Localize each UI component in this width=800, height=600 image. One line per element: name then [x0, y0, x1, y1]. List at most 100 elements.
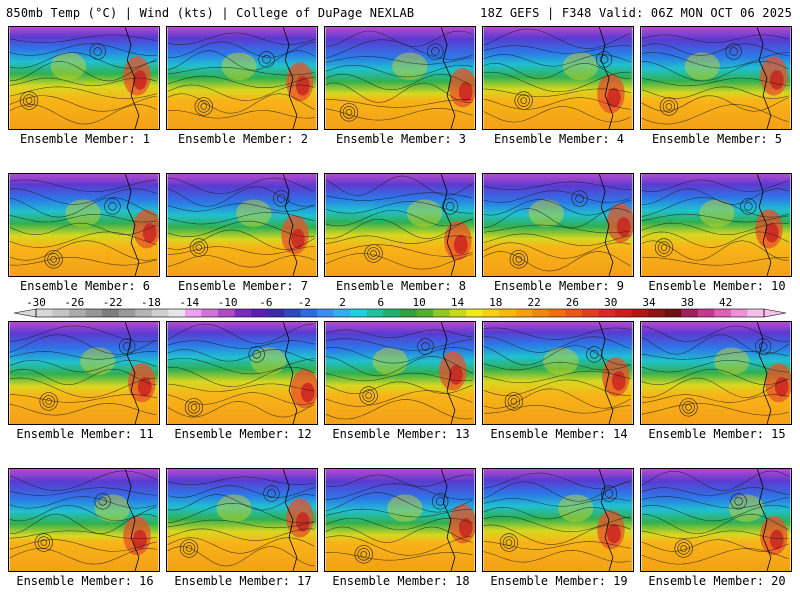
- ensemble-member-label: Ensemble Member: 14: [490, 427, 628, 441]
- colorbar-tick-label: 34: [642, 296, 656, 309]
- temperature-map: [166, 468, 318, 572]
- colorbar-tick-label: 38: [680, 296, 694, 309]
- colorbar-tick-label: -22: [102, 296, 123, 309]
- ensemble-member-label: Ensemble Member: 1: [19, 132, 151, 146]
- colorbar-swatch: [565, 309, 583, 317]
- colorbar-tick-label: 22: [527, 296, 541, 309]
- ensemble-panel: Ensemble Member: 11: [8, 321, 160, 441]
- colorbar-swatch: [300, 309, 318, 317]
- temperature-map: [640, 321, 792, 425]
- colorbar-swatch: [466, 309, 484, 317]
- temperature-map: [640, 468, 792, 572]
- colorbar-swatch: [499, 309, 517, 317]
- colorbar-swatch: [151, 309, 169, 317]
- colorbar-swatch: [532, 309, 550, 317]
- colorbar-swatch: [52, 309, 70, 317]
- ensemble-member-label: Ensemble Member: 20: [648, 574, 786, 588]
- colorbar-swatch: [36, 309, 53, 317]
- colorbar-tick-label: -26: [64, 296, 85, 309]
- temperature-map: [324, 468, 476, 572]
- colorbar-swatch: [168, 309, 186, 317]
- colorbar-swatch: [747, 309, 765, 317]
- colorbar-swatch: [400, 309, 417, 317]
- temperature-map: [166, 26, 318, 130]
- ensemble-panel: Ensemble Member: 3: [324, 26, 476, 146]
- temperature-map: [324, 26, 476, 130]
- colorbar-swatch: [631, 309, 649, 317]
- ensemble-panel: Ensemble Member: 1: [8, 26, 160, 146]
- ensemble-member-label: Ensemble Member: 13: [332, 427, 470, 441]
- ensemble-panel: Ensemble Member: 19: [482, 468, 634, 588]
- ensemble-member-label: Ensemble Member: 5: [651, 132, 783, 146]
- ensemble-panel: Ensemble Member: 15: [640, 321, 792, 441]
- ensemble-panel: Ensemble Member: 17: [166, 468, 318, 588]
- temperature-map: [8, 26, 160, 130]
- colorbar-swatch: [697, 309, 715, 317]
- colorbar-swatch: [135, 309, 153, 317]
- ensemble-member-label: Ensemble Member: 10: [648, 279, 786, 293]
- colorbar-swatch: [118, 309, 136, 317]
- temperature-colorbar: -30 -26 -22 -18 -14 -10 -6 -2 2 6 10 14 18 22 26 30 34 38…: [0, 296, 800, 322]
- ensemble-panel: Ensemble Member: 6: [8, 173, 160, 293]
- ensemble-panel: Ensemble Member: 14: [482, 321, 634, 441]
- ensemble-member-label: Ensemble Member: 18: [332, 574, 470, 588]
- colorbar-swatch: [102, 309, 120, 317]
- colorbar-swatch: [482, 309, 500, 317]
- colorbar-swatch: [383, 309, 401, 317]
- ensemble-panel: Ensemble Member: 2: [166, 26, 318, 146]
- colorbar-swatch: [714, 309, 732, 317]
- colorbar-tick-label: 18: [489, 296, 503, 309]
- colorbar-swatch: [664, 309, 682, 317]
- temperature-map: [166, 321, 318, 425]
- temperature-map: [482, 26, 634, 130]
- colorbar-tick-label: -14: [179, 296, 200, 309]
- ensemble-panel: Ensemble Member: 18: [324, 468, 476, 588]
- colorbar-swatch: [69, 309, 87, 317]
- ensemble-member-label: Ensemble Member: 19: [490, 574, 628, 588]
- temperature-map: [640, 26, 792, 130]
- ensemble-panel: Ensemble Member: 4: [482, 26, 634, 146]
- colorbar-swatch: [416, 309, 434, 317]
- colorbar-swatch: [284, 309, 302, 317]
- ensemble-panel: Ensemble Member: 20: [640, 468, 792, 588]
- ensemble-member-label: Ensemble Member: 15: [648, 427, 786, 441]
- colorbar-swatch: [515, 309, 533, 317]
- colorbar-swatch: [201, 309, 219, 317]
- colorbar-swatch: [648, 309, 666, 317]
- colorbar-min-arrow: [13, 308, 37, 318]
- ensemble-member-label: Ensemble Member: 12: [174, 427, 312, 441]
- temperature-map: [482, 468, 634, 572]
- ensemble-member-label: Ensemble Member: 8: [335, 279, 467, 293]
- colorbar-swatch: [251, 309, 269, 317]
- temperature-map: [482, 173, 634, 277]
- colorbar-swatch: [730, 309, 748, 317]
- temperature-map: [324, 173, 476, 277]
- colorbar-swatch: [333, 309, 351, 317]
- colorbar-tick-label: -6: [259, 296, 273, 309]
- ensemble-panel: Ensemble Member: 16: [8, 468, 160, 588]
- colorbar-swatch: [615, 309, 633, 317]
- temperature-map: [8, 173, 160, 277]
- colorbar-max-arrow: [763, 308, 787, 318]
- colorbar-tick-label: -18: [141, 296, 161, 309]
- ensemble-member-label: Ensemble Member: 17: [174, 574, 312, 588]
- colorbar-swatch: [582, 309, 599, 317]
- ensemble-panel: Ensemble Member: 8: [324, 173, 476, 293]
- ensemble-panel: Ensemble Member: 12: [166, 321, 318, 441]
- ensemble-panel: Ensemble Member: 13: [324, 321, 476, 441]
- colorbar-swatch: [548, 309, 566, 317]
- colorbar-swatch: [218, 309, 235, 317]
- ensemble-member-label: Ensemble Member: 4: [493, 132, 625, 146]
- map-title: 850mb Temp (°C) | Wind (kts) | College o…: [6, 6, 415, 20]
- colorbar-swatch: [366, 309, 384, 317]
- ensemble-panel: Ensemble Member: 9: [482, 173, 634, 293]
- temperature-map: [482, 321, 634, 425]
- ensemble-member-label: Ensemble Member: 3: [335, 132, 467, 146]
- temperature-map: [8, 468, 160, 572]
- colorbar-swatch: [317, 309, 335, 317]
- colorbar-tick-label: -10: [217, 296, 238, 309]
- ensemble-member-label: Ensemble Member: 7: [177, 279, 309, 293]
- ensemble-member-label: Ensemble Member: 2: [177, 132, 309, 146]
- temperature-map: [324, 321, 476, 425]
- colorbar-swatch: [267, 309, 285, 317]
